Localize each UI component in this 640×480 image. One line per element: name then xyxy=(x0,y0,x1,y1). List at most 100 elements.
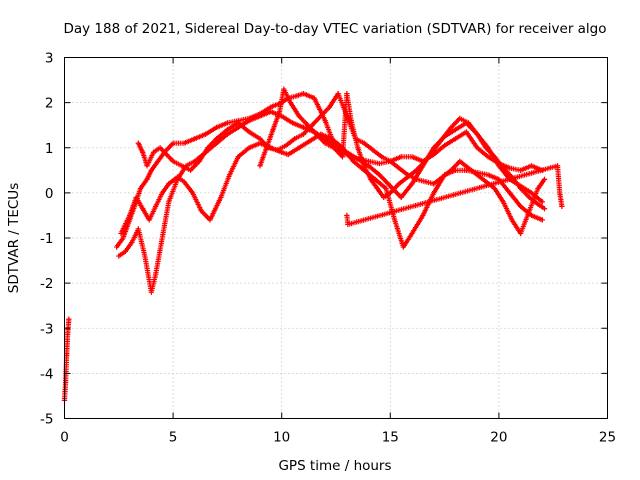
data-point xyxy=(528,212,535,219)
data-point xyxy=(235,124,241,131)
data-point xyxy=(526,194,532,200)
data-point xyxy=(335,91,341,97)
data-point xyxy=(159,190,165,196)
data-point xyxy=(179,163,185,169)
data-point xyxy=(224,120,230,126)
data-point xyxy=(170,140,176,146)
data-point xyxy=(120,235,126,241)
data-point xyxy=(518,230,524,237)
data-point xyxy=(192,158,198,164)
data-point xyxy=(224,131,230,137)
data-point xyxy=(257,113,263,119)
data-point xyxy=(439,174,446,180)
data-point xyxy=(452,136,459,142)
x-tick-label: 5 xyxy=(169,430,178,446)
data-point xyxy=(224,127,230,133)
data-point xyxy=(339,154,346,160)
data-point xyxy=(554,163,561,169)
data-point xyxy=(387,158,393,164)
data-point xyxy=(368,176,374,182)
x-tick-label: 15 xyxy=(382,430,399,446)
data-point xyxy=(62,379,69,385)
data-point xyxy=(135,226,141,232)
chart-title: Day 188 of 2021, Sidereal Day-to-day VTE… xyxy=(63,21,606,37)
data-point xyxy=(463,129,469,135)
y-tick-label: -5 xyxy=(40,412,53,428)
data-point xyxy=(326,104,333,110)
data-point xyxy=(509,217,515,223)
data-point xyxy=(207,217,213,223)
y-tick-label: 3 xyxy=(45,51,54,67)
data-point xyxy=(422,178,428,185)
data-point xyxy=(144,176,150,182)
data-point xyxy=(559,203,565,210)
data-point xyxy=(331,145,337,151)
data-point xyxy=(127,212,133,219)
data-point xyxy=(518,203,524,210)
data-point xyxy=(153,203,159,210)
data-point xyxy=(413,167,419,173)
data-point xyxy=(118,230,124,237)
data-point xyxy=(422,158,428,164)
data-point xyxy=(150,149,157,155)
data-point xyxy=(174,174,181,180)
data-point xyxy=(539,217,545,223)
data-point xyxy=(192,136,198,142)
data-point xyxy=(196,158,202,164)
data-point xyxy=(140,206,146,212)
data-point xyxy=(448,124,454,131)
data-point xyxy=(452,167,459,173)
data-point xyxy=(268,109,274,115)
data-point xyxy=(181,140,187,146)
data-point xyxy=(246,118,252,124)
data-point xyxy=(526,208,532,214)
data-point xyxy=(305,122,311,128)
data-point xyxy=(518,167,524,173)
data-point xyxy=(344,212,350,219)
data-point xyxy=(405,174,411,180)
data-point xyxy=(307,138,313,144)
data-point xyxy=(387,183,393,189)
data-point xyxy=(140,149,146,155)
data-point xyxy=(148,289,154,295)
data-point xyxy=(374,185,380,191)
y-tick-label: -1 xyxy=(40,231,53,247)
data-point xyxy=(465,120,472,126)
series-markers xyxy=(114,91,545,250)
data-point xyxy=(485,154,491,160)
data-point xyxy=(409,154,415,160)
data-point xyxy=(296,113,302,119)
data-point xyxy=(465,165,472,171)
series-track-E xyxy=(135,91,548,237)
data-point xyxy=(203,131,209,137)
y-tick-label: 2 xyxy=(45,96,54,112)
data-point xyxy=(213,124,220,131)
data-point xyxy=(170,158,176,164)
data-point xyxy=(146,217,152,223)
data-point xyxy=(483,145,489,151)
data-point xyxy=(116,253,122,259)
series-track-G xyxy=(344,163,565,228)
data-point xyxy=(322,140,328,146)
data-point xyxy=(398,154,404,160)
data-point xyxy=(442,142,448,149)
data-point xyxy=(148,167,154,173)
data-point xyxy=(163,151,170,158)
data-point xyxy=(300,131,307,137)
series-track-B xyxy=(114,91,545,250)
data-point xyxy=(370,147,376,153)
data-point xyxy=(420,212,426,219)
data-point xyxy=(281,86,287,92)
data-point xyxy=(268,104,274,110)
data-point xyxy=(246,145,252,151)
data-point xyxy=(431,147,437,153)
data-point xyxy=(153,271,159,277)
data-point xyxy=(528,163,535,169)
series-track-F xyxy=(257,86,548,212)
data-point xyxy=(541,176,548,182)
x-tick-label: 20 xyxy=(490,430,507,446)
data-point xyxy=(535,201,541,207)
data-point xyxy=(457,158,463,164)
data-point xyxy=(355,145,361,151)
